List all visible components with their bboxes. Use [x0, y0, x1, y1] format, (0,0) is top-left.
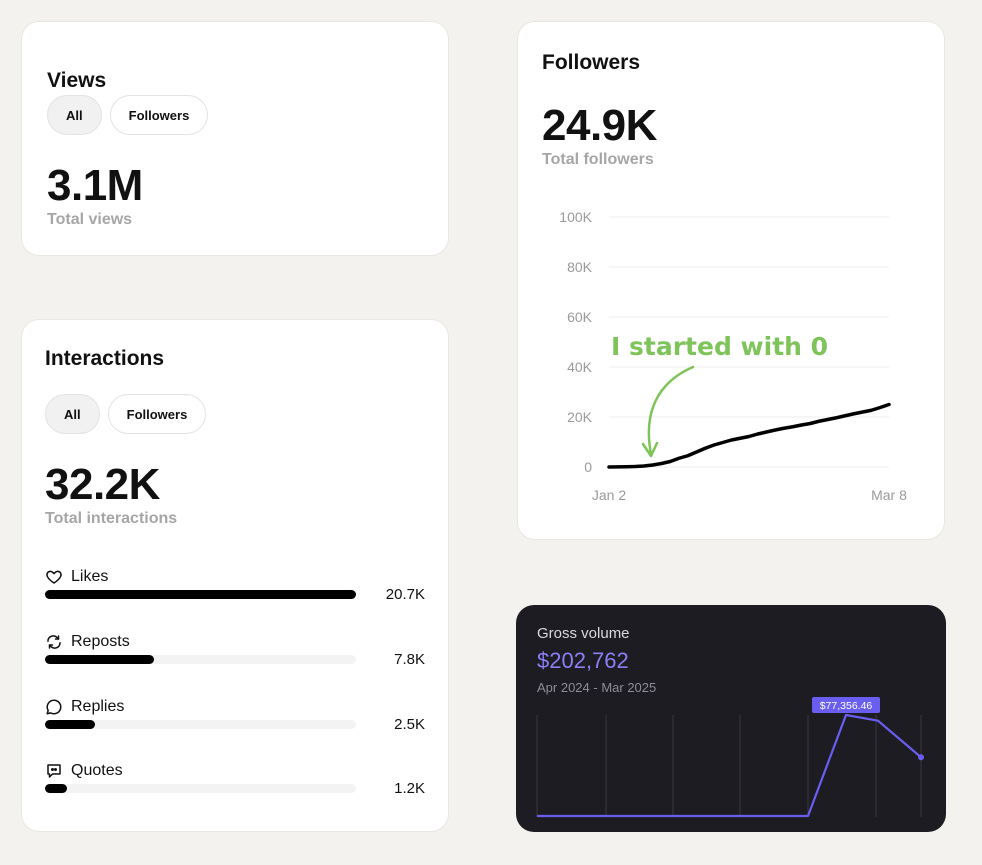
followers-line-chart: 0 20K 40K 60K 80K 100K Jan 2 Mar 8 I started wit…	[559, 209, 907, 503]
total-views-label: Total views	[47, 211, 133, 228]
metric-quotes: Quotes 1.2K	[45, 762, 425, 812]
metric-quotes-value: 1.2K	[394, 780, 425, 797]
interactions-title: Interactions	[45, 347, 165, 370]
heart-icon	[45, 568, 63, 586]
gross-volume-amount: $202,762	[537, 648, 629, 673]
annotation-text: I started with 0	[611, 332, 828, 361]
metric-quotes-label: Quotes	[71, 762, 123, 779]
followers-title: Followers	[542, 51, 641, 74]
gross-volume-title: Gross volume	[537, 625, 630, 642]
interactions-card: Interactions All Followers 32.2K Total i…	[21, 319, 449, 832]
metric-likes-label: Likes	[71, 568, 109, 585]
y-tick-label: 100K	[559, 209, 592, 225]
likes-bar-fill	[45, 590, 356, 599]
x-tick-label: Mar 8	[871, 487, 907, 503]
quotes-bar-fill	[45, 784, 67, 793]
views-filter-group: All Followers	[47, 95, 209, 135]
metric-reposts-label: Reposts	[71, 633, 130, 650]
gross-tooltip-text: $77,356.46	[820, 700, 873, 712]
views-filter-followers[interactable]: Followers	[109, 95, 209, 135]
metric-replies-value: 2.5K	[394, 716, 425, 733]
replies-bar-track	[45, 720, 356, 729]
y-tick-label: 40K	[567, 359, 593, 375]
gross-series-endpoint	[918, 754, 924, 761]
metric-replies-label: Replies	[71, 698, 125, 715]
followers-card: 0 20K 40K 60K 80K 100K Jan 2 Mar 8 I started wit…	[517, 21, 945, 540]
total-followers-value: 24.9K	[542, 101, 657, 150]
gross-volume-range: Apr 2024 - Mar 2025	[537, 680, 657, 695]
annotation-arrow-head	[641, 441, 659, 458]
likes-bar-track	[45, 590, 356, 599]
quote-icon	[45, 762, 63, 780]
gross-volume-card: $77,356.46 Gross volume $202,762 Apr 202…	[516, 605, 946, 832]
reposts-bar-fill	[45, 655, 154, 664]
metric-reposts-value: 7.8K	[394, 651, 425, 668]
y-tick-label: 0	[584, 459, 592, 475]
reposts-bar-track	[45, 655, 356, 664]
total-views-value: 3.1M	[47, 161, 143, 210]
x-tick-label: Jan 2	[592, 487, 626, 503]
quotes-bar-track	[45, 784, 356, 793]
total-interactions-value: 32.2K	[45, 460, 160, 509]
interactions-filter-all[interactable]: All	[45, 394, 100, 434]
metric-reposts: Reposts 7.8K	[45, 633, 425, 683]
metric-likes-value: 20.7K	[385, 586, 425, 603]
total-interactions-label: Total interactions	[45, 510, 178, 527]
views-title: Views	[47, 69, 107, 92]
repost-icon	[45, 633, 63, 651]
views-filter-all[interactable]: All	[47, 95, 102, 135]
interactions-filter-group: All Followers	[45, 394, 207, 434]
y-tick-label: 20K	[567, 409, 593, 425]
total-followers-label: Total followers	[542, 151, 654, 168]
interactions-filter-followers[interactable]: Followers	[107, 394, 207, 434]
reply-icon	[45, 698, 63, 716]
gross-tooltip-bg	[812, 697, 880, 713]
metric-likes: Likes 20.7K	[45, 568, 425, 618]
replies-bar-fill	[45, 720, 95, 729]
y-tick-label: 60K	[567, 309, 593, 325]
y-tick-label: 80K	[567, 259, 593, 275]
metric-replies: Replies 2.5K	[45, 698, 425, 748]
followers-series-line	[607, 402, 891, 469]
gross-series-line	[537, 713, 922, 818]
views-card: Views All Followers 3.1M Total views	[21, 21, 449, 256]
gross-volume-chart: $77,356.46	[536, 697, 924, 818]
annotation-arrow-line	[647, 365, 695, 456]
